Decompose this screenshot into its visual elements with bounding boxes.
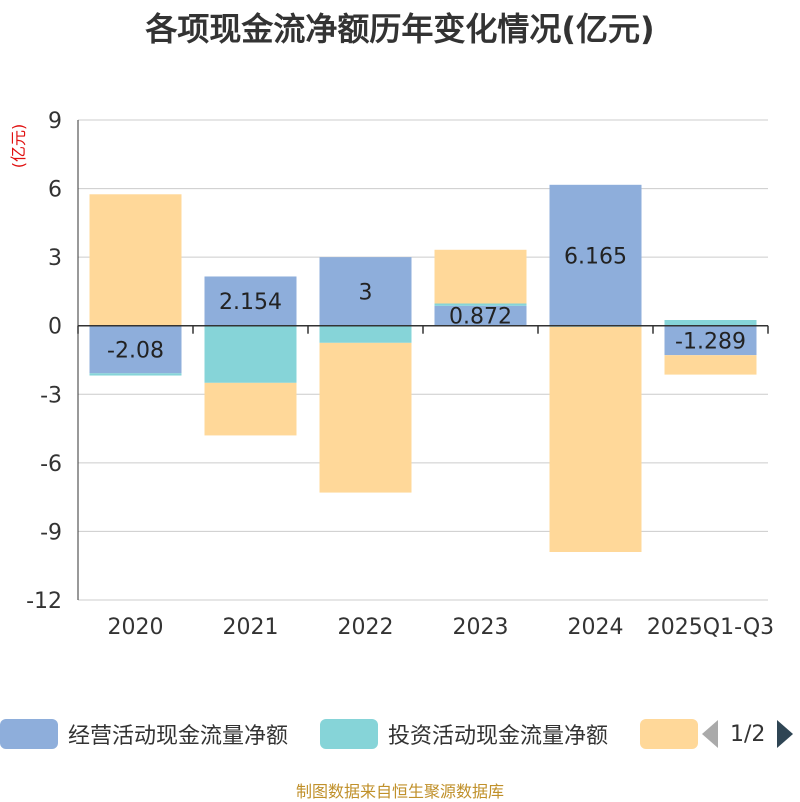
x-tick-label: 2020: [108, 615, 164, 640]
y-tick-label: 6: [48, 178, 62, 203]
legend-label-investing: 投资活动现金流量净额: [388, 724, 609, 749]
y-tick-label: -12: [26, 589, 62, 614]
y-tick-label: 9: [48, 109, 62, 134]
legend-swatch-financing: [640, 719, 698, 749]
y-tick-label: -6: [40, 452, 62, 477]
bar-investing[interactable]: [434, 303, 527, 306]
legend-swatch-operating: [0, 719, 58, 749]
legend: 经营活动现金流量净额 投资活动现金流量净额 1/2: [0, 718, 800, 752]
bar-financing[interactable]: [204, 382, 297, 436]
legend-label-operating: 经营活动现金流量净额: [68, 724, 289, 749]
bar-investing[interactable]: [204, 325, 297, 383]
data-label: -2.08: [107, 338, 164, 363]
legend-next-icon[interactable]: [777, 720, 794, 748]
bar-operating[interactable]: [89, 325, 182, 374]
x-tick-label: 2021: [223, 615, 279, 640]
x-tick-label: 2023: [453, 615, 509, 640]
bar-operating[interactable]: [434, 305, 527, 326]
data-label: -1.289: [675, 329, 746, 354]
bar-financing[interactable]: [434, 249, 527, 304]
bar-operating[interactable]: [204, 276, 297, 326]
data-label: 2.154: [219, 290, 282, 315]
y-tick-label: -3: [40, 383, 62, 408]
y-axis-unit: (亿元): [9, 124, 28, 169]
bar-investing[interactable]: [89, 373, 182, 376]
data-label: 3: [359, 280, 373, 305]
legend-swatch-investing: [320, 719, 378, 749]
bar-investing[interactable]: [319, 325, 412, 343]
bar-operating[interactable]: [319, 257, 412, 326]
x-tick-label: 2022: [338, 615, 394, 640]
legend-item-investing[interactable]: 投资活动现金流量净额: [320, 718, 608, 750]
y-tick-label: 0: [48, 315, 62, 340]
bar-financing[interactable]: [664, 355, 757, 375]
y-tick-label: 3: [48, 246, 62, 271]
chart-plot: 9 6 3 0 -3 -6 -9 -12 (亿元) 2020 2021 2022 2023 2024 202…: [9, 109, 774, 640]
legend-pager: 1/2: [702, 718, 794, 750]
y-tick-label: -9: [40, 520, 62, 545]
bar-financing[interactable]: [549, 326, 642, 552]
legend-item-operating[interactable]: 经营活动现金流量净额: [0, 718, 288, 750]
bar-financing[interactable]: [89, 194, 182, 326]
footer-source: 制图数据来自恒生聚源数据库: [295, 782, 504, 801]
x-tick-label: 2024: [568, 615, 624, 640]
legend-prev-icon[interactable]: [702, 720, 718, 748]
bar-operating[interactable]: [664, 325, 757, 356]
bar-financing[interactable]: [319, 342, 412, 493]
data-label: 6.165: [564, 244, 627, 269]
chart-title: 各项现金流净额历年变化情况(亿元): [145, 10, 655, 48]
x-tick-label: 2025Q1-Q3: [647, 615, 774, 640]
legend-item-financing[interactable]: [640, 718, 698, 750]
legend-page-indicator: 1/2: [730, 721, 766, 747]
data-label: 0.872: [449, 305, 512, 330]
bar-investing[interactable]: [664, 320, 757, 326]
bar-operating[interactable]: [549, 184, 642, 326]
